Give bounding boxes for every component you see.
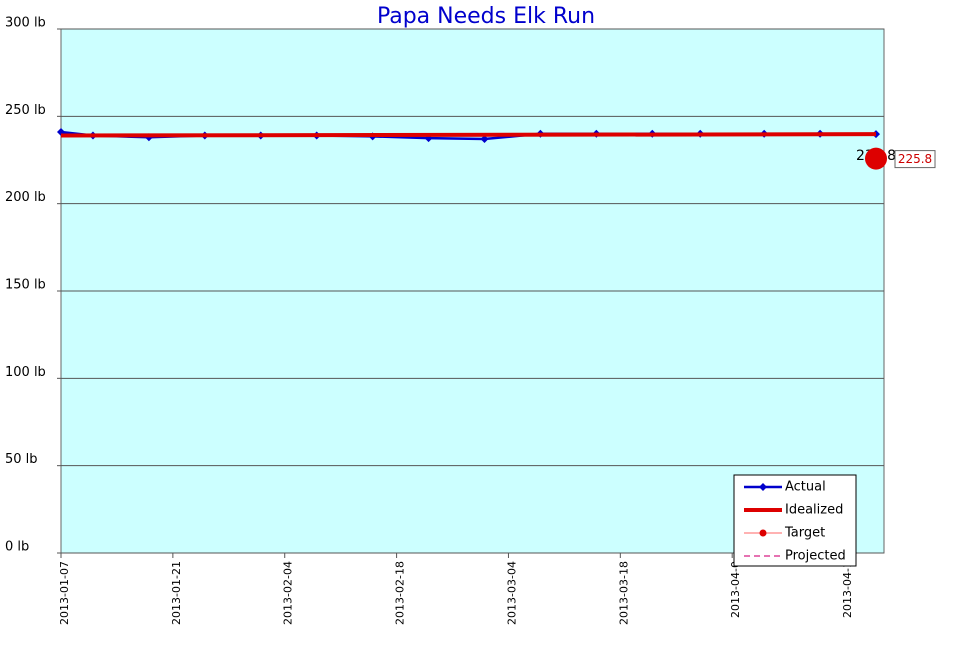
x-tick-label: 2013-02-04 [282, 561, 295, 625]
legend-label: Actual [785, 480, 826, 495]
legend-label: Idealized [785, 503, 843, 518]
x-tick-label: 2013-01-07 [58, 561, 71, 625]
label-box [894, 150, 936, 169]
legend-label: Projected [785, 549, 846, 564]
marker [865, 147, 888, 170]
marker [480, 135, 489, 144]
series-line [60, 132, 877, 138]
x-tick-label: 2013-02-18 [394, 561, 407, 625]
y-tick-label: 0 lb [5, 540, 29, 555]
x-tick-label: 2013-04-1 [841, 561, 854, 618]
legend [733, 474, 857, 567]
legend-marker [759, 483, 767, 491]
y-tick-label: 150 lb [5, 278, 46, 293]
x-tick-label: 2013-01-21 [170, 561, 183, 625]
y-tick-label: 200 lb [5, 190, 46, 205]
y-tick-label: 250 lb [5, 103, 46, 118]
chart-title: Papa Needs Elk Run [377, 4, 595, 29]
x-tick-label: 2013-04-0 [729, 561, 742, 618]
y-tick-label: 50 lb [5, 452, 38, 467]
data-label: 225.8 [898, 152, 932, 166]
y-tick-label: 300 lb [5, 16, 46, 31]
x-tick-label: 2013-03-18 [617, 561, 630, 625]
legend-marker [759, 529, 767, 537]
legend-label: Target [784, 526, 825, 541]
x-tick-label: 2013-03-04 [505, 561, 518, 625]
y-tick-label: 100 lb [5, 365, 46, 380]
